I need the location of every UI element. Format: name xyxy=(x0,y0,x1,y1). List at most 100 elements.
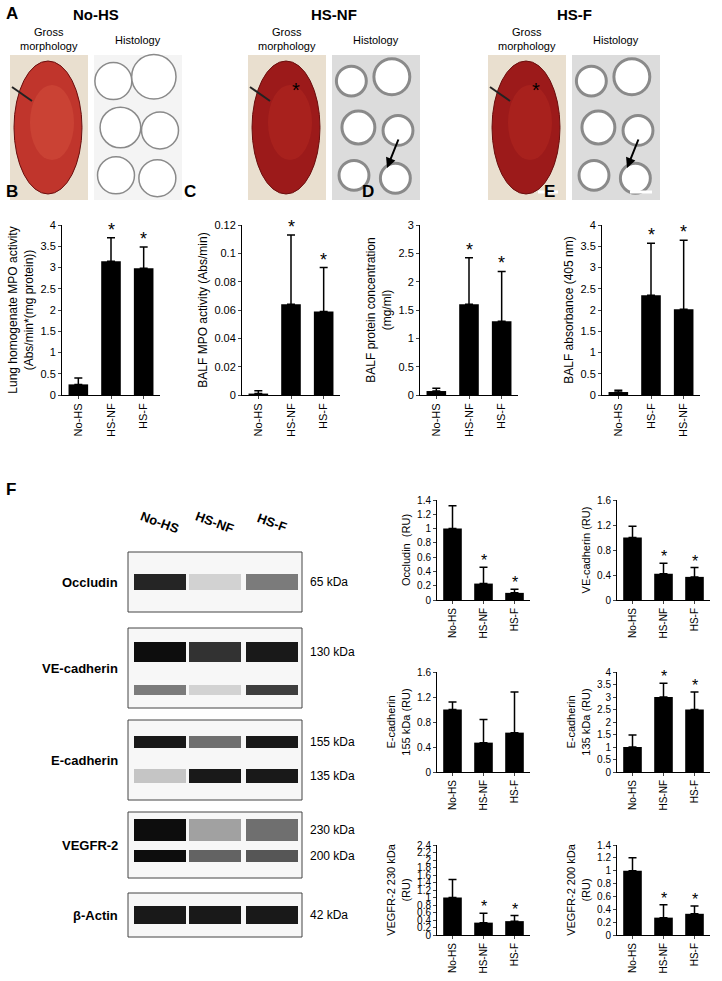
svg-text:130 kDa: 130 kDa xyxy=(310,645,355,659)
svg-text:Occludin: Occludin xyxy=(62,575,118,590)
svg-text:*: * xyxy=(661,548,667,565)
svg-text:1.2: 1.2 xyxy=(417,509,431,520)
svg-text:155 kDa: 155 kDa xyxy=(310,735,355,749)
svg-text:3.5: 3.5 xyxy=(581,240,596,252)
svg-text:1: 1 xyxy=(590,346,596,358)
svg-text:HS-NF: HS-NF xyxy=(677,403,689,437)
svg-text:3: 3 xyxy=(605,692,611,703)
svg-text:E-cadherin135 kDa (RU): E-cadherin135 kDa (RU) xyxy=(565,688,591,755)
svg-text:1.6: 1.6 xyxy=(597,495,611,506)
svg-text:HS-F: HS-F xyxy=(495,403,507,429)
svg-text:0: 0 xyxy=(605,767,611,778)
svg-text:Grossmorphology: Grossmorphology xyxy=(498,26,556,52)
svg-text:0.8: 0.8 xyxy=(597,545,611,556)
svg-text:4: 4 xyxy=(590,219,596,231)
svg-text:42 kDa: 42 kDa xyxy=(310,908,348,922)
svg-text:0: 0 xyxy=(230,389,236,401)
svg-text:No-HS: No-HS xyxy=(447,780,458,810)
svg-text:*: * xyxy=(292,79,300,101)
svg-text:0.4: 0.4 xyxy=(417,742,431,753)
svg-text:*: * xyxy=(512,574,518,591)
svg-text:HS-NF: HS-NF xyxy=(658,780,669,811)
svg-text:HS-NF: HS-NF xyxy=(105,403,117,437)
svg-text:BALF MPO activity (Abs/min): BALF MPO activity (Abs/min) xyxy=(196,232,210,387)
svg-text:*: * xyxy=(108,220,115,240)
svg-text:3: 3 xyxy=(590,261,596,273)
svg-text:0.4: 0.4 xyxy=(417,915,431,926)
svg-text:HS-F: HS-F xyxy=(255,510,289,534)
svg-text:*: * xyxy=(532,79,540,101)
svg-text:1: 1 xyxy=(605,742,611,753)
svg-text:HS-NF: HS-NF xyxy=(478,608,489,639)
svg-text:HS-NF: HS-NF xyxy=(463,403,475,437)
svg-text:*: * xyxy=(498,253,505,273)
svg-text:VEGFR-2 230 kDa(RU): VEGFR-2 230 kDa(RU) xyxy=(385,843,411,936)
svg-text:HS-F: HS-F xyxy=(689,608,700,631)
svg-text:0: 0 xyxy=(605,595,611,606)
svg-text:2: 2 xyxy=(425,855,431,866)
svg-text:0: 0 xyxy=(408,389,414,401)
svg-text:*: * xyxy=(692,553,698,570)
svg-text:2: 2 xyxy=(605,717,611,728)
svg-text:0.5: 0.5 xyxy=(399,361,414,373)
svg-text:0: 0 xyxy=(50,389,56,401)
svg-text:2.2: 2.2 xyxy=(417,847,431,858)
svg-text:*: * xyxy=(512,901,518,918)
svg-text:*: * xyxy=(692,677,698,694)
svg-text:HS-F: HS-F xyxy=(557,6,592,23)
svg-text:E-cadherin155 kDa (RU): E-cadherin155 kDa (RU) xyxy=(385,688,411,755)
svg-text:1.2: 1.2 xyxy=(417,692,431,703)
svg-text:1.2: 1.2 xyxy=(597,852,611,863)
svg-text:C: C xyxy=(184,182,196,201)
svg-text:0.6: 0.6 xyxy=(417,552,431,563)
svg-text:HS-NF: HS-NF xyxy=(478,780,489,811)
svg-text:1.6: 1.6 xyxy=(417,667,431,678)
svg-text:2: 2 xyxy=(50,304,56,316)
svg-text:2: 2 xyxy=(408,276,414,288)
svg-text:0.02: 0.02 xyxy=(214,361,235,373)
svg-text:*: * xyxy=(140,229,147,249)
svg-text:0: 0 xyxy=(425,930,431,941)
svg-text:2.5: 2.5 xyxy=(399,247,414,259)
svg-text:VE-cadherin: VE-cadherin xyxy=(42,661,118,676)
svg-text:Histology: Histology xyxy=(115,34,161,46)
svg-text:HS-F: HS-F xyxy=(645,403,657,429)
svg-text:0.5: 0.5 xyxy=(41,368,56,380)
svg-text:No-HS: No-HS xyxy=(627,943,638,973)
svg-text:0.5: 0.5 xyxy=(581,368,596,380)
svg-text:No-HS: No-HS xyxy=(447,608,458,638)
svg-text:2.5: 2.5 xyxy=(581,283,596,295)
svg-text:1.2: 1.2 xyxy=(597,520,611,531)
svg-text:BALF absorbance (405 nm): BALF absorbance (405 nm) xyxy=(562,236,576,383)
svg-text:HS-F: HS-F xyxy=(317,403,329,429)
svg-text:2.5: 2.5 xyxy=(41,283,56,295)
svg-text:0.04: 0.04 xyxy=(214,332,235,344)
svg-text:No-HS: No-HS xyxy=(612,403,624,436)
svg-text:2.5: 2.5 xyxy=(597,704,611,715)
svg-text:HS-F: HS-F xyxy=(689,780,700,803)
svg-text:*: * xyxy=(481,552,487,569)
svg-text:0.6: 0.6 xyxy=(417,907,431,918)
svg-text:1: 1 xyxy=(408,332,414,344)
svg-text:0.8: 0.8 xyxy=(417,537,431,548)
svg-text:HS-F: HS-F xyxy=(509,780,520,803)
svg-text:0: 0 xyxy=(425,767,431,778)
svg-text:No-HS: No-HS xyxy=(627,780,638,810)
svg-text:0.8: 0.8 xyxy=(417,900,431,911)
svg-text:3.5: 3.5 xyxy=(597,679,611,690)
svg-text:1.4: 1.4 xyxy=(417,495,431,506)
svg-text:Histology: Histology xyxy=(353,34,399,46)
svg-text:3.5: 3.5 xyxy=(41,240,56,252)
svg-text:D: D xyxy=(362,182,374,201)
svg-text:*: * xyxy=(661,890,667,907)
svg-text:*: * xyxy=(661,668,667,685)
svg-text:A: A xyxy=(6,4,18,23)
svg-text:HS-NF: HS-NF xyxy=(285,403,297,437)
svg-text:1: 1 xyxy=(425,523,431,534)
svg-text:1.4: 1.4 xyxy=(417,877,431,888)
svg-text:1.4: 1.4 xyxy=(597,840,611,851)
svg-text:HS-NF: HS-NF xyxy=(658,608,669,639)
svg-text:0.5: 0.5 xyxy=(597,754,611,765)
svg-text:0.4: 0.4 xyxy=(417,566,431,577)
svg-text:0.1: 0.1 xyxy=(221,247,236,259)
